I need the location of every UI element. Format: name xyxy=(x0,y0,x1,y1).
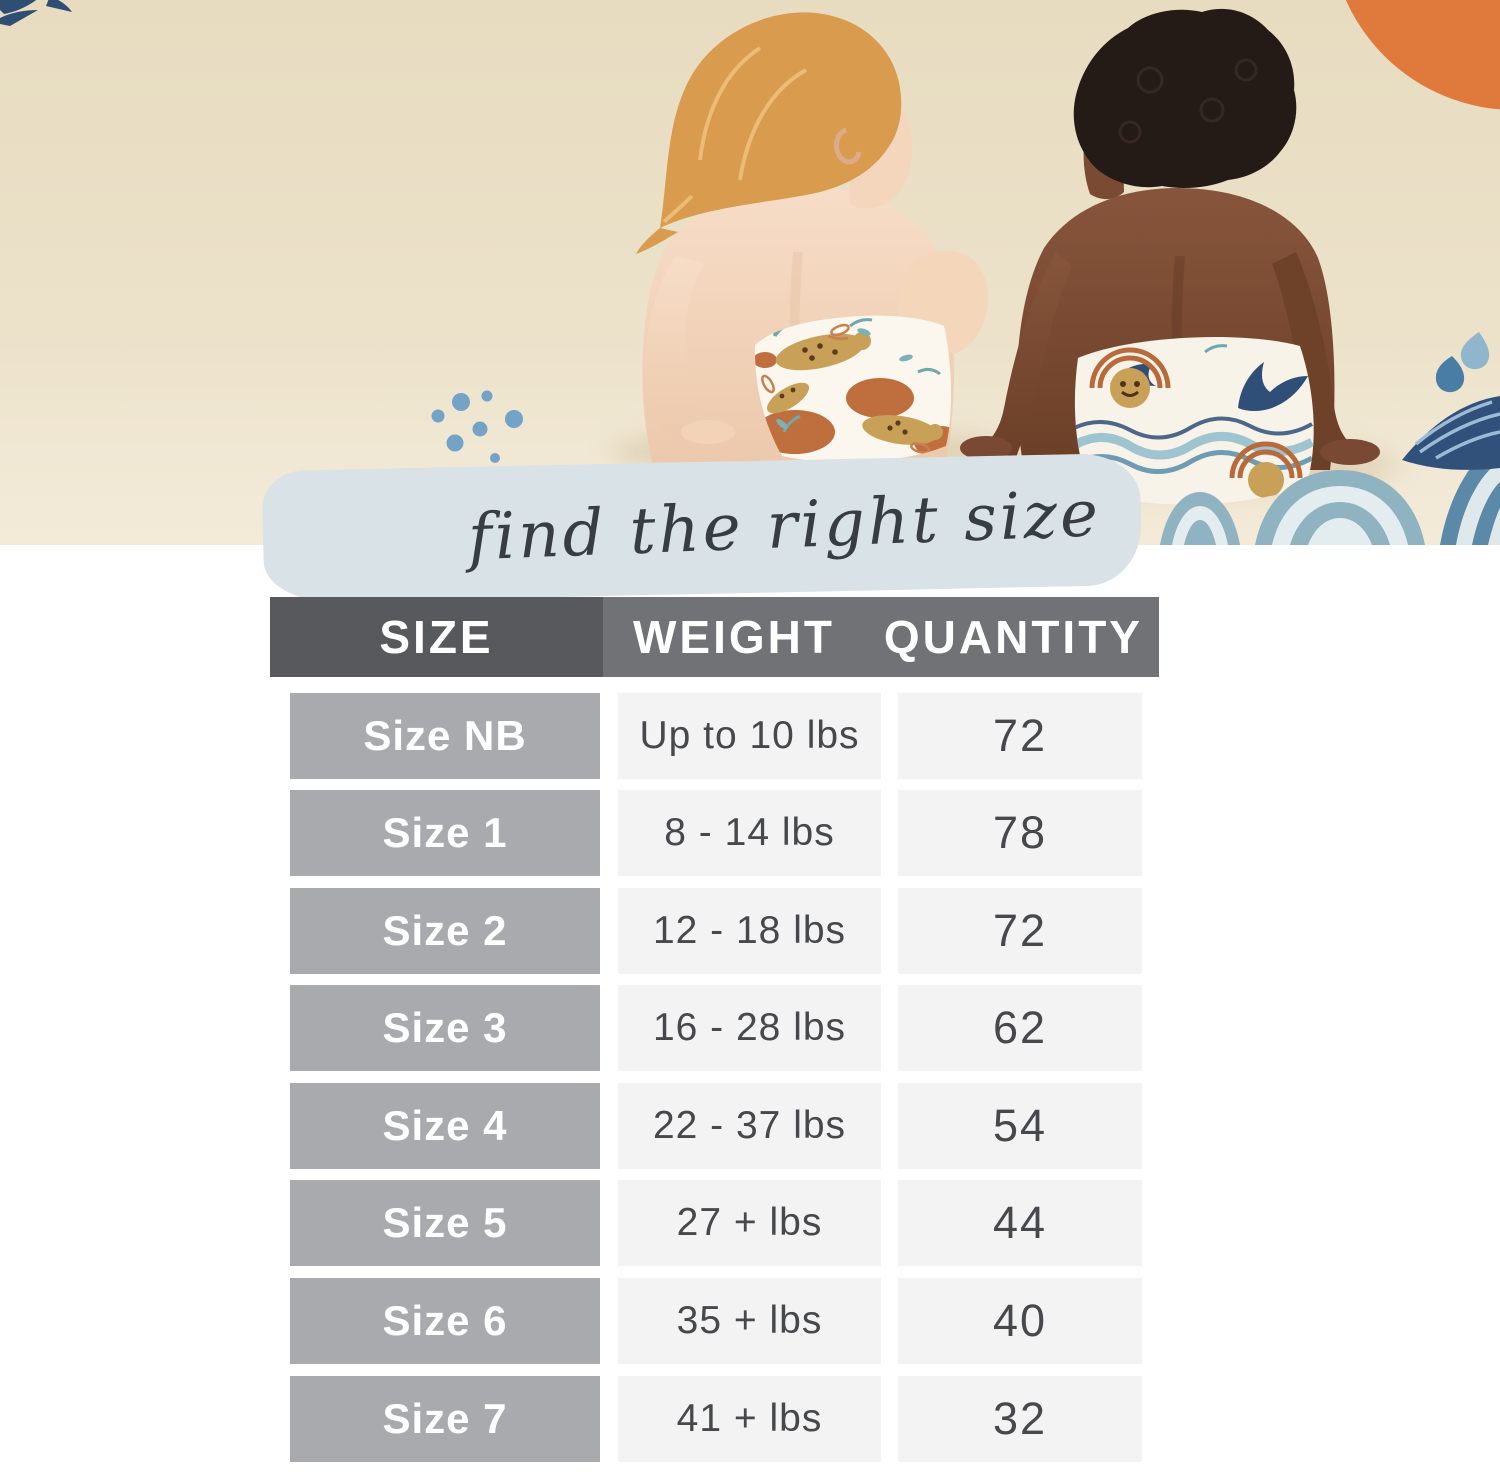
table-row: Size 5 27 + lbs 44 xyxy=(270,1180,1159,1266)
table-row: Size 1 8 - 14 lbs 78 xyxy=(270,790,1159,876)
table-row: Size 6 35 + lbs 40 xyxy=(270,1278,1159,1364)
hero-photo-scene xyxy=(0,0,1500,545)
water-drops-decoration xyxy=(1435,332,1490,393)
tagline-blob: find the right size xyxy=(261,452,1143,604)
header-quantity-label: QUANTITY xyxy=(883,611,1143,663)
header-rest-segment: WEIGHT QUANTITY xyxy=(603,597,1159,677)
baby-left-figure xyxy=(636,12,989,463)
tagline-text: find the right size xyxy=(466,477,1103,576)
table-row: Size 7 41 + lbs 32 xyxy=(270,1376,1159,1462)
quantity-cell: 72 xyxy=(898,888,1142,974)
table-row: Size 3 16 - 28 lbs 62 xyxy=(270,985,1159,1071)
header-size-label: SIZE xyxy=(379,611,494,663)
weight-cell: 12 - 18 lbs xyxy=(618,888,881,974)
size-cell: Size 7 xyxy=(290,1376,600,1462)
waves-decoration xyxy=(1160,444,1500,545)
weight-cell: Up to 10 lbs xyxy=(618,693,881,779)
size-chart-header: SIZE WEIGHT QUANTITY xyxy=(270,597,1159,677)
ear-left-baby xyxy=(833,127,862,165)
table-row: Size 2 12 - 18 lbs 72 xyxy=(270,888,1159,974)
orange-circle-decoration xyxy=(1345,0,1500,110)
size-cell: Size NB xyxy=(290,693,600,779)
size-cell: Size 2 xyxy=(290,888,600,974)
header-size-segment: SIZE xyxy=(270,597,603,677)
size-cell: Size 1 xyxy=(290,790,600,876)
quantity-cell: 78 xyxy=(898,790,1142,876)
header-weight-label: WEIGHT xyxy=(633,611,835,663)
size-cell: Size 4 xyxy=(290,1083,600,1169)
weight-cell: 27 + lbs xyxy=(618,1180,881,1266)
quantity-cell: 32 xyxy=(898,1376,1142,1462)
weight-cell: 22 - 37 lbs xyxy=(618,1083,881,1169)
quantity-cell: 40 xyxy=(898,1278,1142,1364)
table-row: Size NB Up to 10 lbs 72 xyxy=(270,693,1159,779)
table-row: Size 4 22 - 37 lbs 54 xyxy=(270,1083,1159,1169)
size-cell: Size 6 xyxy=(290,1278,600,1364)
size-cell: Size 3 xyxy=(290,985,600,1071)
quantity-cell: 54 xyxy=(898,1083,1142,1169)
weight-cell: 16 - 28 lbs xyxy=(618,985,881,1071)
weight-cell: 35 + lbs xyxy=(618,1278,881,1364)
blue-dots-decoration xyxy=(431,390,523,463)
leaf-decoration xyxy=(1402,396,1500,470)
quantity-cell: 72 xyxy=(898,693,1142,779)
hero-photo xyxy=(0,0,1500,545)
size-chart: SIZE WEIGHT QUANTITY Size NB Up to 10 lb… xyxy=(270,597,1159,1483)
quantity-cell: 44 xyxy=(898,1180,1142,1266)
corner-leaves-decoration xyxy=(0,0,72,26)
weight-cell: 41 + lbs xyxy=(618,1376,881,1462)
weight-cell: 8 - 14 lbs xyxy=(618,790,881,876)
size-cell: Size 5 xyxy=(290,1180,600,1266)
quantity-cell: 62 xyxy=(898,985,1142,1071)
baby-right-figure xyxy=(960,8,1380,505)
